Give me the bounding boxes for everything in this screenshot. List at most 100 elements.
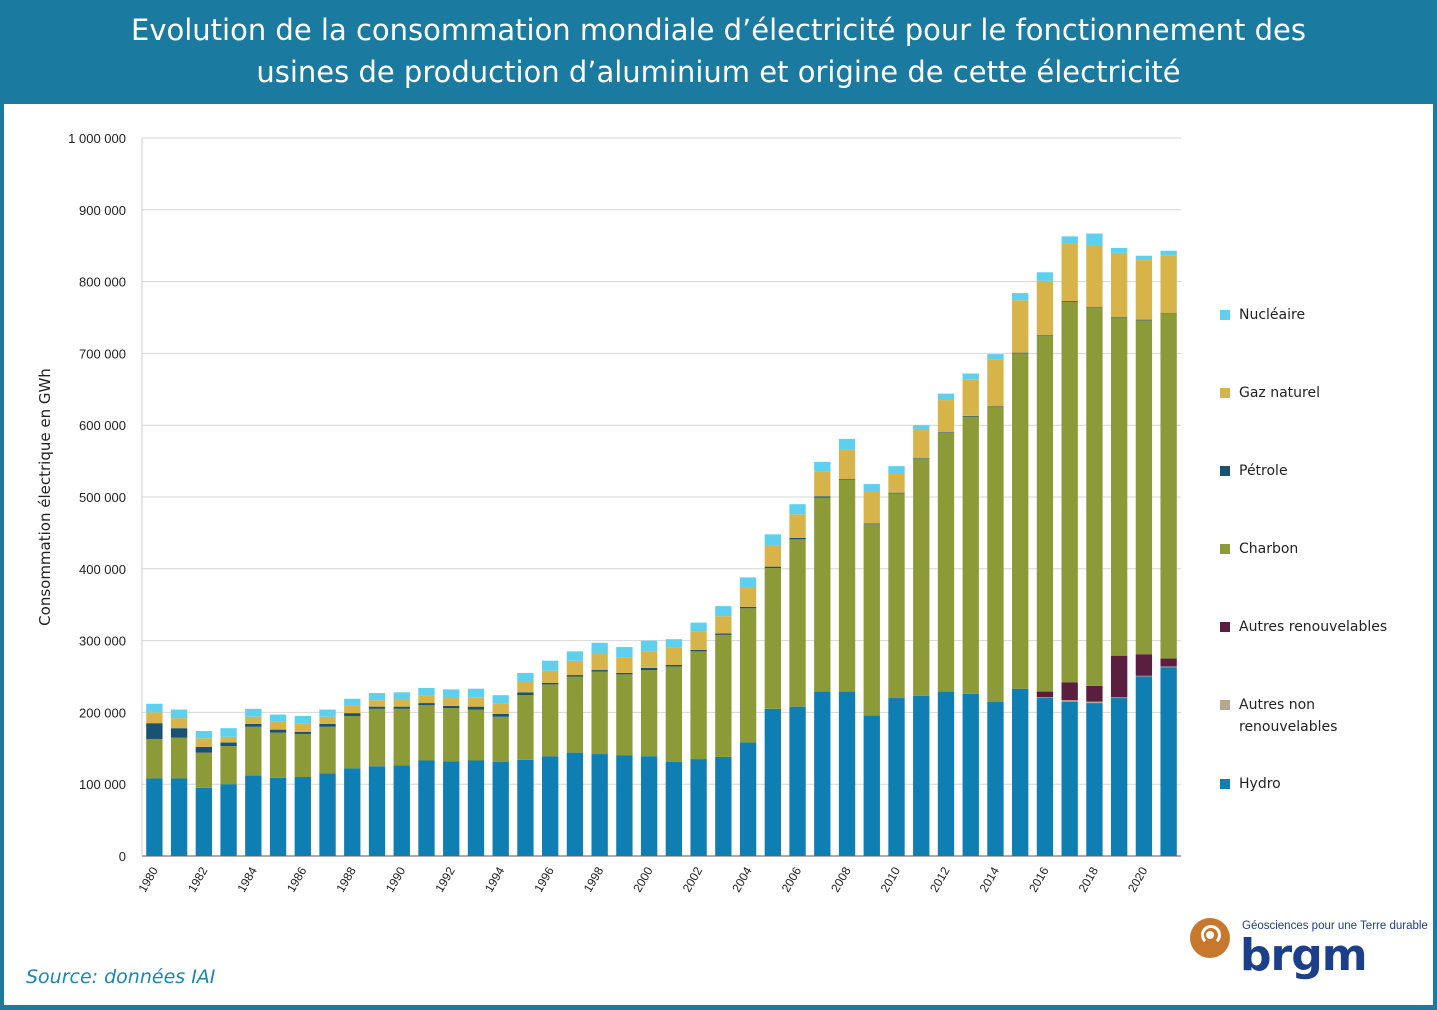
legend-swatch [1220,544,1230,554]
bar-segment [863,523,880,525]
bar-segment [492,703,509,714]
bar-segment [418,695,435,704]
bar-segment [937,433,955,692]
bar-segment [1160,313,1177,659]
bar-segment [913,458,930,696]
bar-segment [294,715,311,724]
bar-segment [838,449,856,480]
bar-segment [913,429,930,459]
bar-segment [319,726,336,774]
x-tick-label: 1996 [531,864,557,894]
y-tick-label: 200 000 [79,705,126,720]
bar-segment [1061,300,1078,302]
bar-segment [170,709,188,719]
bar-segment [467,760,485,856]
bar-segment [170,728,188,738]
bar-segment [838,479,856,692]
bar-segment [789,504,806,515]
bar-segment [1110,252,1128,318]
bar-segment [1110,698,1128,856]
bar-segment [269,721,287,730]
x-tick-label: 2002 [680,864,706,894]
legend-label: Hydro [1239,776,1281,792]
bar-segment [443,705,460,709]
chart-title-line-1: Evolution de la consommation mondiale d’… [131,13,1306,47]
bar-segment [640,756,658,856]
legend-swatch [1220,700,1230,710]
bar-segment [220,728,237,737]
bar-segment [616,755,633,856]
bar-segment [269,777,287,856]
legend-swatch [1220,622,1230,632]
bar-segment [195,746,213,753]
bar-segment [665,665,683,667]
x-tick-label: 2006 [779,864,805,894]
bar-segment [344,713,361,716]
y-tick-label: 500 000 [79,490,126,505]
bar-segment [640,670,658,757]
bar-segment [492,761,509,856]
bar-segment [1135,320,1153,655]
bar-segment [665,761,683,856]
bar-segment [220,736,237,743]
bar-segment [1036,698,1054,856]
bar-segment [1036,691,1054,698]
bar-segment [146,703,163,713]
bar-segment [319,723,336,727]
bar-segment [542,756,559,856]
bar-segment [368,706,386,709]
bar-segment [640,651,658,668]
bar-segment [690,759,707,856]
bar-segment [838,438,856,450]
bar-segment [517,672,534,682]
bar-segment [665,666,683,762]
bar-segment [1061,301,1078,683]
legend-swatch [1220,779,1230,789]
bar-segment [814,461,831,472]
bar-segment [220,784,237,856]
bar-segment [814,497,831,692]
bar-segment [492,716,509,762]
bar-segment [690,651,707,760]
bar-segment [1012,688,1029,856]
x-tick-label: 1980 [135,864,161,894]
bar-segment [591,653,608,671]
bar-segment [1012,300,1029,353]
bar-segment [393,708,410,766]
bar-segment [764,708,781,856]
brgm-logo: Géosciences pour une Terre durable brgm [1190,916,1430,996]
bar-segment [640,640,658,652]
bar-segment [715,606,732,617]
bar-segment [987,407,1004,702]
bar-segment [269,714,287,722]
bar-segment [245,723,262,727]
bar-segment [269,729,287,733]
bar-segment [591,670,608,672]
bar-segment [987,359,1004,407]
bar-segment [566,651,584,661]
bar-segment [467,688,485,698]
logo-tagline: Géosciences pour une Terre durable [1242,920,1428,932]
x-tick-label: 2012 [927,864,953,894]
bar-segment [1160,658,1177,667]
legend-swatch [1220,466,1230,476]
bar-segment [393,765,410,856]
bar-segment [542,684,559,757]
bar-segment [591,642,608,654]
legend-label: Autres renouvelables [1239,619,1388,635]
bar-segment [789,514,806,538]
bar-segment [1061,243,1078,301]
bar-segment [814,471,831,497]
bar-segment [888,466,905,475]
bar-segment [764,568,781,709]
bar-segment [443,689,460,699]
bar-segment [1110,317,1128,319]
legend-label: Charbon [1239,541,1299,557]
bar-segment [863,484,880,492]
bar-segment [616,674,633,756]
x-tick-label: 1986 [284,864,310,894]
bar-segment [220,742,237,747]
bar-segment [888,492,905,494]
bar-segment [690,622,707,632]
bar-segment [789,537,806,540]
